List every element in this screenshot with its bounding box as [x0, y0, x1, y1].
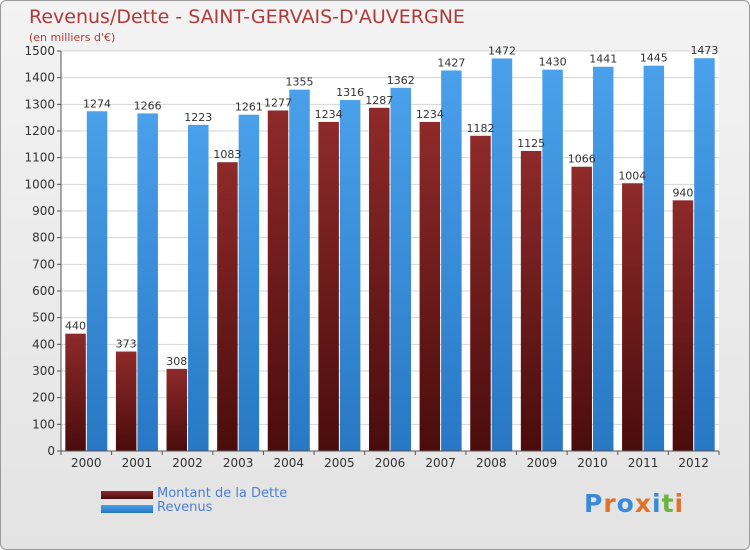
- data-label: 1430: [539, 56, 567, 69]
- data-label: 1355: [286, 76, 314, 89]
- y-tick-label: 700: [32, 257, 55, 271]
- legend-swatch-dette: [101, 491, 153, 499]
- x-tick-label: 2003: [223, 456, 254, 470]
- bar-revenus: [542, 69, 563, 452]
- data-label: 1223: [184, 111, 212, 124]
- y-tick-label: 0: [47, 444, 55, 458]
- data-label: 1234: [315, 108, 343, 121]
- bar-dette: [622, 183, 643, 451]
- x-tick-label: 2007: [425, 456, 456, 470]
- y-tick-label: 500: [32, 311, 55, 325]
- data-label: 1473: [690, 44, 718, 57]
- y-tick-label: 800: [32, 231, 55, 245]
- y-tick-label: 100: [32, 417, 55, 431]
- legend-label-revenus: Revenus: [157, 500, 213, 515]
- data-label: 440: [65, 320, 86, 333]
- bar-dette: [672, 200, 694, 451]
- y-tick-label: 300: [32, 364, 55, 378]
- x-tick-label: 2010: [577, 456, 608, 470]
- x-tick-label: 2004: [273, 456, 304, 470]
- y-tick-label: 1000: [24, 177, 55, 191]
- bar-dette: [419, 121, 441, 451]
- data-label: 1445: [640, 52, 668, 65]
- bar-revenus: [289, 89, 310, 452]
- y-tick-label: 600: [32, 284, 55, 298]
- data-label: 1362: [387, 74, 415, 87]
- x-tick-label: 2012: [678, 456, 709, 470]
- x-tick-label: 2009: [527, 456, 558, 470]
- bar-revenus: [643, 65, 665, 452]
- x-tick-label: 2000: [71, 456, 102, 470]
- bar-dette: [217, 162, 238, 451]
- x-tick-label: 2011: [628, 456, 659, 470]
- data-label: 1266: [134, 99, 162, 112]
- bar-dette: [318, 121, 339, 451]
- y-tick-label: 1500: [24, 44, 55, 58]
- data-label: 1277: [264, 96, 292, 109]
- x-tick-label: 2006: [375, 456, 406, 470]
- logo-letter: i: [652, 489, 662, 518]
- logo-letter: P: [584, 489, 604, 518]
- data-label: 1066: [568, 153, 596, 166]
- proxiti-logo: Proxiti: [584, 489, 684, 518]
- data-label: 1083: [213, 148, 241, 161]
- bar-dette: [166, 368, 188, 451]
- data-label: 1234: [416, 108, 444, 121]
- bar-dette: [65, 333, 86, 451]
- bar-dette: [470, 135, 491, 452]
- logo-letter: t: [661, 489, 675, 518]
- x-tick-label: 2005: [324, 456, 355, 470]
- chart-title: Revenus/Dette - SAINT-GERVAIS-D'AUVERGNE: [29, 6, 465, 28]
- y-tick-label: 1400: [24, 71, 55, 85]
- y-tick-label: 1200: [24, 124, 55, 138]
- data-label: 1472: [488, 44, 516, 57]
- logo-letter: x: [634, 489, 652, 518]
- y-tick-label: 200: [32, 391, 55, 405]
- x-tick-label: 2002: [172, 456, 203, 470]
- data-label: 373: [116, 338, 137, 351]
- bar-revenus: [491, 58, 513, 451]
- data-label: 1261: [235, 101, 263, 114]
- bar-dette: [267, 110, 289, 451]
- data-label: 940: [672, 186, 693, 199]
- x-tick-label: 2008: [476, 456, 507, 470]
- data-label: 1274: [83, 97, 111, 110]
- data-label: 1182: [466, 122, 494, 135]
- bar-revenus: [137, 113, 158, 452]
- logo-letter: o: [616, 489, 635, 518]
- bar-revenus: [694, 58, 715, 451]
- bar-revenus: [390, 87, 411, 452]
- logo-letter: i: [674, 489, 685, 518]
- data-label: 1004: [618, 169, 646, 182]
- bar-dette: [115, 351, 137, 451]
- bar-dette: [520, 151, 542, 451]
- data-label: 308: [166, 355, 187, 368]
- data-label: 1125: [517, 137, 545, 150]
- bar-revenus: [238, 114, 260, 451]
- bar-revenus: [592, 66, 614, 451]
- x-tick-label: 2001: [122, 456, 153, 470]
- data-label: 1427: [437, 56, 465, 69]
- bar-dette: [571, 166, 592, 451]
- y-tick-label: 900: [32, 204, 55, 218]
- bar-revenus: [86, 111, 108, 452]
- legend-swatch-revenus: [101, 505, 153, 513]
- bar-revenus: [441, 70, 462, 451]
- bar-dette: [369, 107, 390, 452]
- data-label: 1287: [365, 94, 393, 107]
- y-tick-label: 400: [32, 337, 55, 351]
- logo-letter: r: [603, 489, 617, 518]
- y-tick-label: 1100: [24, 151, 55, 165]
- data-label: 1441: [589, 53, 617, 66]
- bar-revenus: [188, 124, 209, 451]
- bar-revenus: [339, 100, 361, 452]
- y-tick-label: 1300: [24, 97, 55, 111]
- legend-label-dette: Montant de la Dette: [157, 486, 288, 501]
- data-label: 1316: [336, 86, 364, 99]
- chart-subtitle: (en milliers d'€): [29, 31, 116, 44]
